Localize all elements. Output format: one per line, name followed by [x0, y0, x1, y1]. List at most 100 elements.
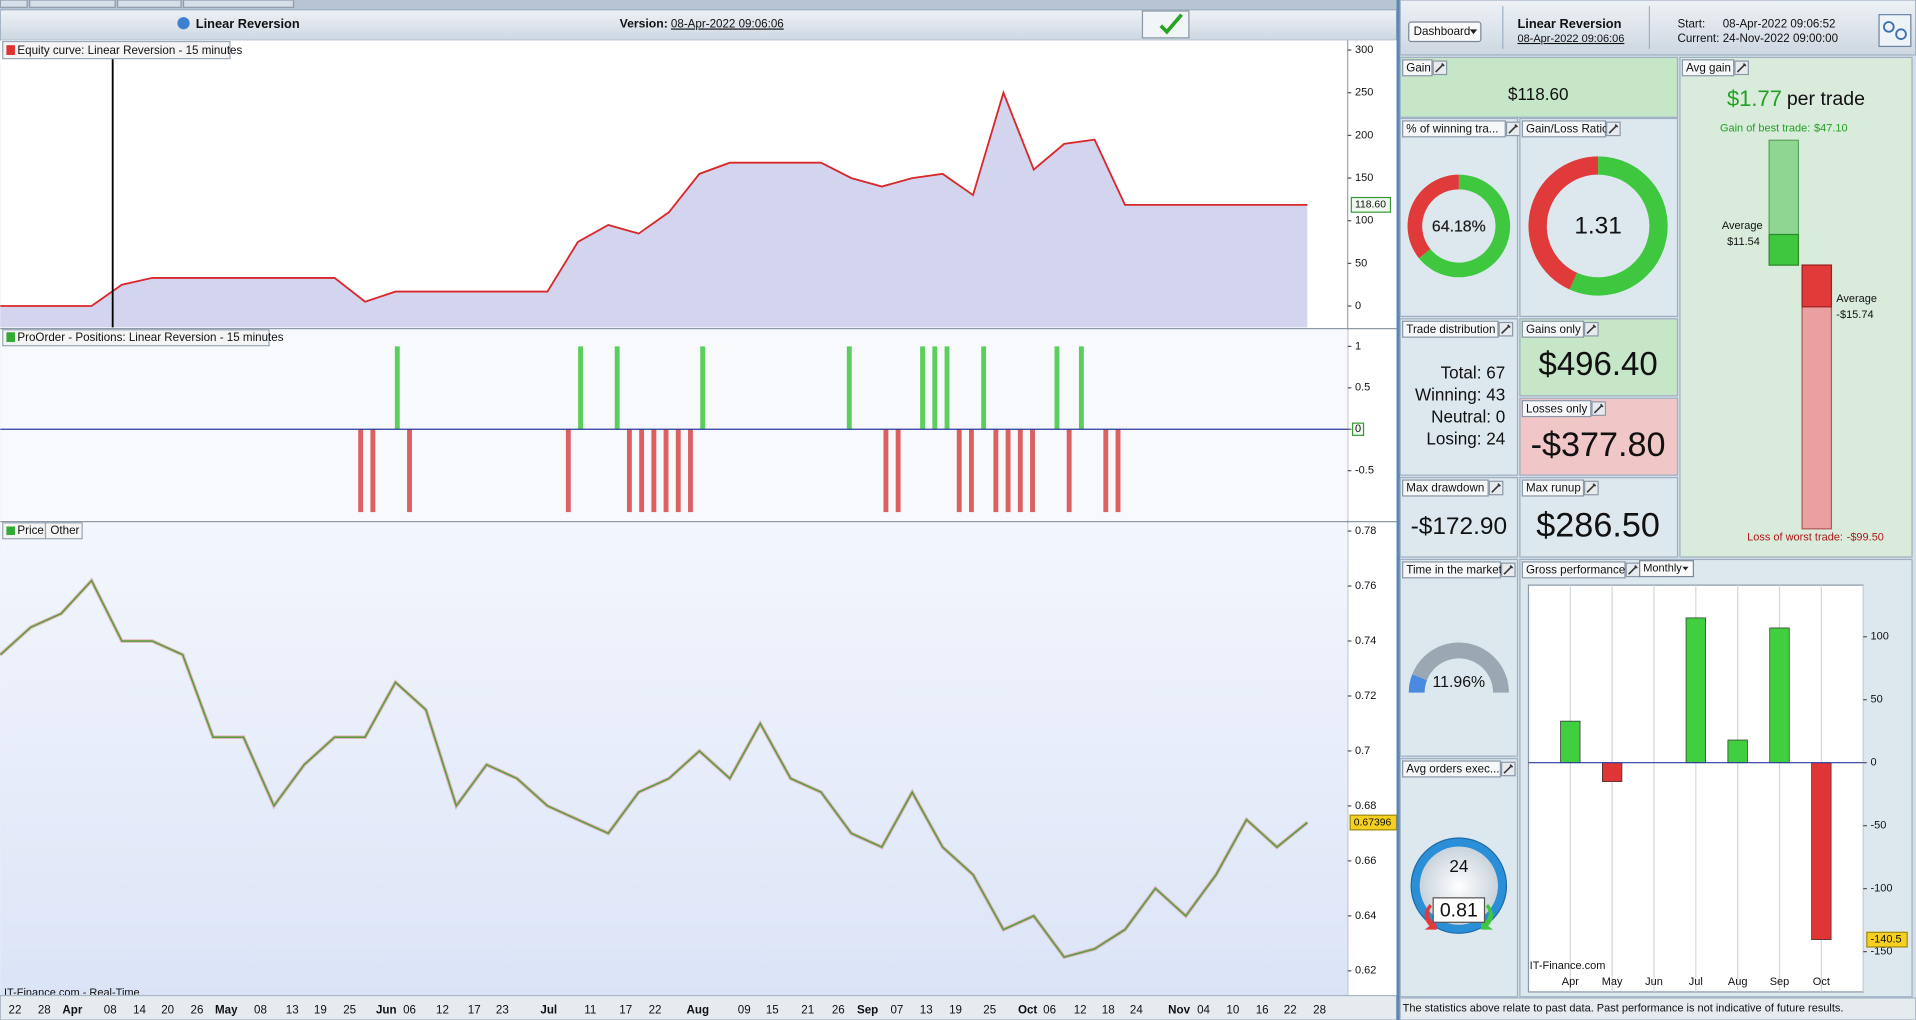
y-tick-label: 0	[1355, 423, 1361, 435]
stat-title: Max runup	[1526, 482, 1581, 495]
avg-gain-bar	[1768, 233, 1800, 266]
bar	[1685, 617, 1706, 764]
x-tick-label: 07	[890, 1003, 903, 1016]
stat-title: Losses only	[1526, 402, 1587, 415]
wrench-icon	[1503, 565, 1514, 575]
position-bar	[358, 429, 364, 513]
current-label: Current:	[1677, 32, 1719, 45]
clock-arrow-red	[1424, 903, 1437, 930]
position-bar	[1054, 346, 1060, 430]
position-bar	[407, 429, 412, 513]
zero-box	[1351, 422, 1365, 436]
stat-box	[1399, 318, 1519, 476]
position-bar	[394, 346, 400, 430]
period-menu-label[interactable]: Monthly	[1643, 563, 1682, 575]
version-link[interactable]: 08-Apr-2022 09:06:06	[671, 17, 784, 30]
clock-value-box	[1432, 897, 1486, 923]
price-tab[interactable]: Price	[17, 524, 43, 537]
x-tick-label: Jul	[1689, 976, 1703, 988]
summary-date[interactable]: 08-Apr-2022 09:06:06	[1517, 33, 1624, 45]
y-tick-label: 50	[1355, 257, 1367, 269]
x-tick-label: 06	[1043, 1003, 1056, 1016]
stat-title-box	[1681, 59, 1735, 77]
x-tick-label: 24	[1130, 1003, 1143, 1016]
position-bar	[1005, 429, 1011, 513]
wrench-icon	[1435, 62, 1445, 73]
y-tick-label: 0	[1871, 757, 1877, 769]
worst-trade-label-value: -$99.50	[1847, 531, 1884, 543]
wrench-icon	[1503, 764, 1514, 774]
stat-title-box	[1402, 561, 1501, 579]
x-tick-label: 10	[1226, 1003, 1239, 1016]
x-tick-label: 13	[920, 1003, 933, 1016]
report-icon[interactable]	[1878, 14, 1912, 48]
stat-title: Gain	[1406, 61, 1431, 74]
position-bar	[981, 346, 987, 430]
time-share	[1408, 674, 1428, 693]
position-bar	[675, 429, 681, 513]
position-bar	[700, 346, 706, 430]
toolbar-icon-check	[1159, 13, 1183, 35]
x-tick-label: 22	[649, 1003, 662, 1016]
y-tick-label: -150	[1871, 946, 1893, 958]
bar	[1560, 720, 1581, 764]
best-trade-label-caption: Gain of best trade:	[1720, 122, 1810, 134]
position-bar	[370, 429, 376, 513]
wrench-icon	[1491, 483, 1501, 493]
stat-title: Gains only	[1526, 323, 1581, 336]
x-tick-label: 18	[1102, 1003, 1115, 1016]
tab	[0, 0, 28, 8]
x-tick-label: May	[1602, 976, 1623, 988]
gains-only-value: $496.40	[1539, 345, 1658, 382]
y-tick-label: 0.74	[1355, 635, 1376, 647]
x-tick-label: 14	[133, 1003, 146, 1016]
avg-orders-value: 0.81	[1440, 899, 1478, 921]
positions-bg	[0, 329, 1348, 521]
tab[interactable]	[44, 522, 83, 540]
stat-title-box	[1521, 400, 1592, 418]
wrench-icon	[1501, 324, 1511, 335]
winning-label: 64.18%	[1432, 218, 1486, 235]
stat-title-box	[1521, 320, 1585, 338]
position-bar	[663, 429, 669, 513]
best-trade-label-value: $47.10	[1814, 122, 1848, 134]
period-menu[interactable]	[1639, 560, 1694, 578]
x-tick-label: Apr	[1562, 976, 1579, 988]
x-tick-label: 17	[468, 1003, 481, 1016]
clock-arrow-green	[1480, 903, 1494, 930]
distribution-line: Losing: 24	[1426, 429, 1505, 448]
stat-title: Time in the market	[1406, 564, 1502, 577]
worst-trade-bar	[1801, 264, 1833, 530]
y-tick-label: 100	[1871, 631, 1889, 643]
y-tick-label: 100	[1355, 215, 1373, 227]
position-bar	[883, 429, 889, 513]
avg-gain-caption: Average	[1722, 220, 1763, 232]
dropdown-arrow	[1682, 566, 1689, 571]
panel-title-box	[2, 40, 231, 60]
last-value-label: -140.5	[1871, 934, 1902, 946]
equity-area	[0, 92, 1308, 328]
start-label: Start:	[1677, 17, 1705, 30]
position-bar	[1017, 429, 1023, 513]
position-bar	[920, 346, 926, 430]
x-tick-label: Jul	[540, 1003, 557, 1016]
dashboard-menu[interactable]	[1408, 21, 1482, 43]
x-tick-label: 08	[104, 1003, 117, 1016]
time-label: 11.96%	[1433, 674, 1486, 691]
x-tick-label: Nov	[1168, 1003, 1190, 1016]
y-tick-label: 0.5	[1355, 382, 1370, 394]
worst-trade-label-caption: Loss of worst trade:	[1747, 531, 1843, 543]
x-tick-label: Sep	[1770, 976, 1790, 988]
position-bar	[1078, 346, 1084, 430]
wrench-icon	[1508, 124, 1519, 134]
dashboard-menu-label[interactable]: Dashboard	[1414, 25, 1471, 38]
x-axis-bar	[0, 994, 1398, 1020]
avg-gain-value: $1.77 per trade	[1727, 86, 1865, 111]
distribution-line: Winning: 43	[1415, 385, 1505, 404]
stat-title: Avg orders exec...	[1406, 763, 1499, 776]
x-tick-label: May	[215, 1003, 238, 1016]
price-tab[interactable]: Other	[50, 524, 79, 537]
x-tick-label: 21	[801, 1003, 814, 1016]
distribution-line: Neutral: 0	[1431, 407, 1505, 426]
